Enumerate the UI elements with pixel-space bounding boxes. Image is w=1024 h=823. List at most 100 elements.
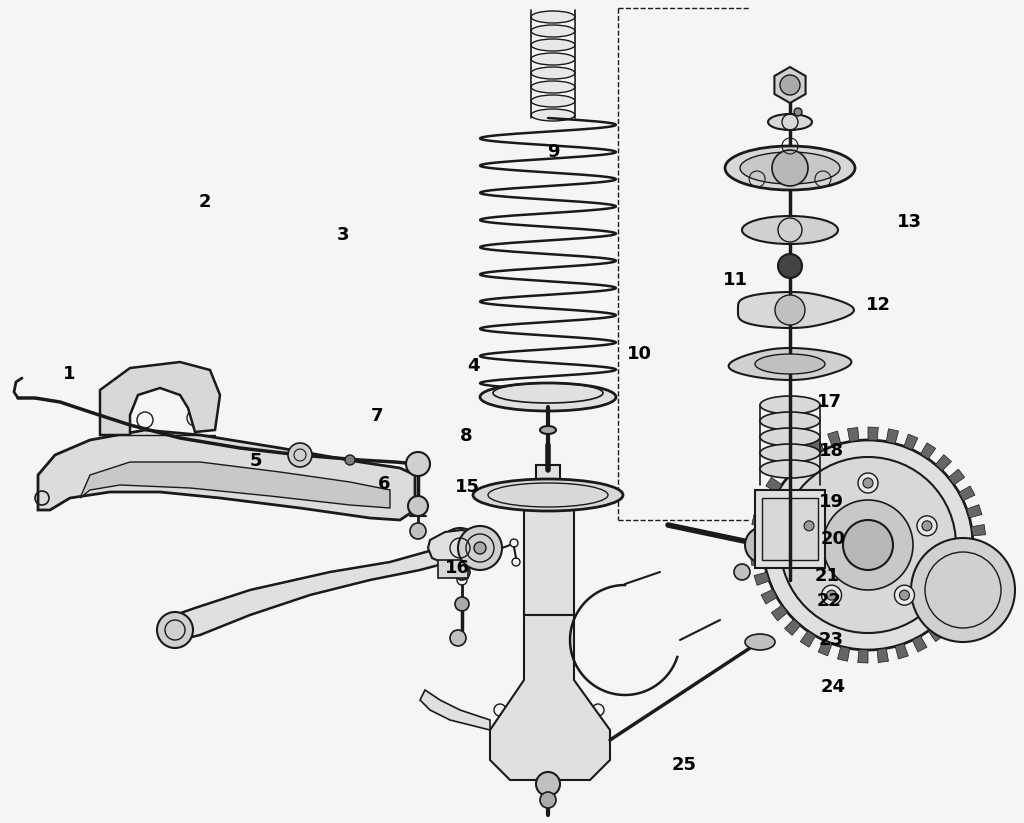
Ellipse shape [531, 109, 575, 121]
Circle shape [916, 516, 937, 536]
Ellipse shape [745, 634, 775, 650]
Polygon shape [490, 615, 610, 780]
Circle shape [440, 528, 480, 568]
Polygon shape [809, 438, 823, 454]
Ellipse shape [755, 354, 825, 374]
Text: 15: 15 [455, 478, 479, 496]
Text: 22: 22 [817, 592, 842, 610]
Text: 9: 9 [547, 143, 559, 161]
Circle shape [406, 452, 430, 476]
Polygon shape [793, 449, 808, 464]
Bar [438, 560, 468, 578]
Polygon shape [729, 348, 851, 380]
Polygon shape [751, 554, 765, 565]
Circle shape [450, 630, 466, 646]
Polygon shape [766, 477, 782, 492]
Text: 24: 24 [821, 678, 846, 696]
Bar [755, 490, 825, 568]
Circle shape [821, 585, 842, 605]
Circle shape [894, 585, 914, 605]
Circle shape [288, 443, 312, 467]
Polygon shape [774, 67, 806, 103]
Polygon shape [878, 649, 889, 663]
Ellipse shape [760, 412, 820, 430]
Polygon shape [904, 434, 918, 450]
Circle shape [772, 150, 808, 186]
Text: 19: 19 [819, 493, 844, 511]
Ellipse shape [768, 114, 812, 130]
Polygon shape [964, 581, 979, 595]
Text: 23: 23 [819, 631, 844, 649]
Polygon shape [818, 640, 833, 656]
Circle shape [474, 542, 486, 554]
Text: 20: 20 [821, 530, 846, 548]
Polygon shape [936, 454, 951, 471]
Polygon shape [973, 545, 986, 556]
Text: 25: 25 [672, 756, 696, 774]
Ellipse shape [531, 53, 575, 65]
Ellipse shape [531, 67, 575, 79]
Text: 18: 18 [819, 442, 844, 460]
Polygon shape [428, 530, 482, 568]
Polygon shape [928, 625, 944, 642]
Bar [536, 465, 560, 495]
Circle shape [454, 564, 470, 580]
Ellipse shape [473, 479, 623, 511]
Ellipse shape [531, 11, 575, 23]
Polygon shape [38, 430, 415, 520]
Polygon shape [972, 524, 985, 536]
Circle shape [778, 254, 802, 278]
Circle shape [345, 455, 355, 465]
Ellipse shape [531, 25, 575, 37]
Circle shape [458, 526, 502, 570]
Polygon shape [848, 427, 859, 442]
Circle shape [911, 538, 1015, 642]
Circle shape [734, 564, 750, 580]
Polygon shape [771, 605, 787, 621]
Bar [762, 498, 818, 560]
Polygon shape [895, 644, 908, 659]
Polygon shape [942, 612, 958, 629]
Ellipse shape [480, 383, 616, 411]
Text: 5: 5 [250, 452, 262, 470]
Text: 16: 16 [445, 559, 470, 577]
Polygon shape [958, 486, 975, 500]
Text: 6: 6 [378, 475, 390, 493]
Polygon shape [420, 690, 490, 730]
Ellipse shape [760, 444, 820, 462]
Polygon shape [967, 504, 982, 518]
Polygon shape [912, 636, 927, 652]
Polygon shape [757, 495, 773, 509]
Ellipse shape [725, 146, 855, 190]
Text: 21: 21 [815, 567, 840, 585]
Ellipse shape [540, 426, 556, 434]
Circle shape [745, 527, 781, 563]
Text: 10: 10 [627, 345, 651, 363]
Text: 7: 7 [371, 407, 383, 425]
Polygon shape [761, 589, 777, 604]
Text: 4: 4 [467, 357, 479, 375]
Circle shape [455, 597, 469, 611]
Text: 13: 13 [897, 213, 922, 231]
Polygon shape [921, 443, 936, 459]
Circle shape [804, 521, 814, 531]
Ellipse shape [531, 95, 575, 107]
Polygon shape [970, 563, 984, 575]
Polygon shape [886, 429, 898, 444]
Ellipse shape [740, 152, 840, 184]
Circle shape [794, 108, 802, 116]
Circle shape [763, 440, 973, 650]
Polygon shape [777, 462, 794, 477]
Polygon shape [100, 362, 220, 435]
Polygon shape [858, 649, 868, 663]
Ellipse shape [760, 428, 820, 446]
Text: 17: 17 [817, 393, 842, 411]
Circle shape [899, 590, 909, 600]
Text: 12: 12 [866, 295, 891, 314]
Polygon shape [165, 542, 470, 640]
Circle shape [410, 523, 426, 539]
Text: 3: 3 [337, 226, 349, 244]
Text: 2: 2 [199, 193, 211, 211]
Polygon shape [784, 619, 801, 635]
Polygon shape [754, 572, 769, 585]
